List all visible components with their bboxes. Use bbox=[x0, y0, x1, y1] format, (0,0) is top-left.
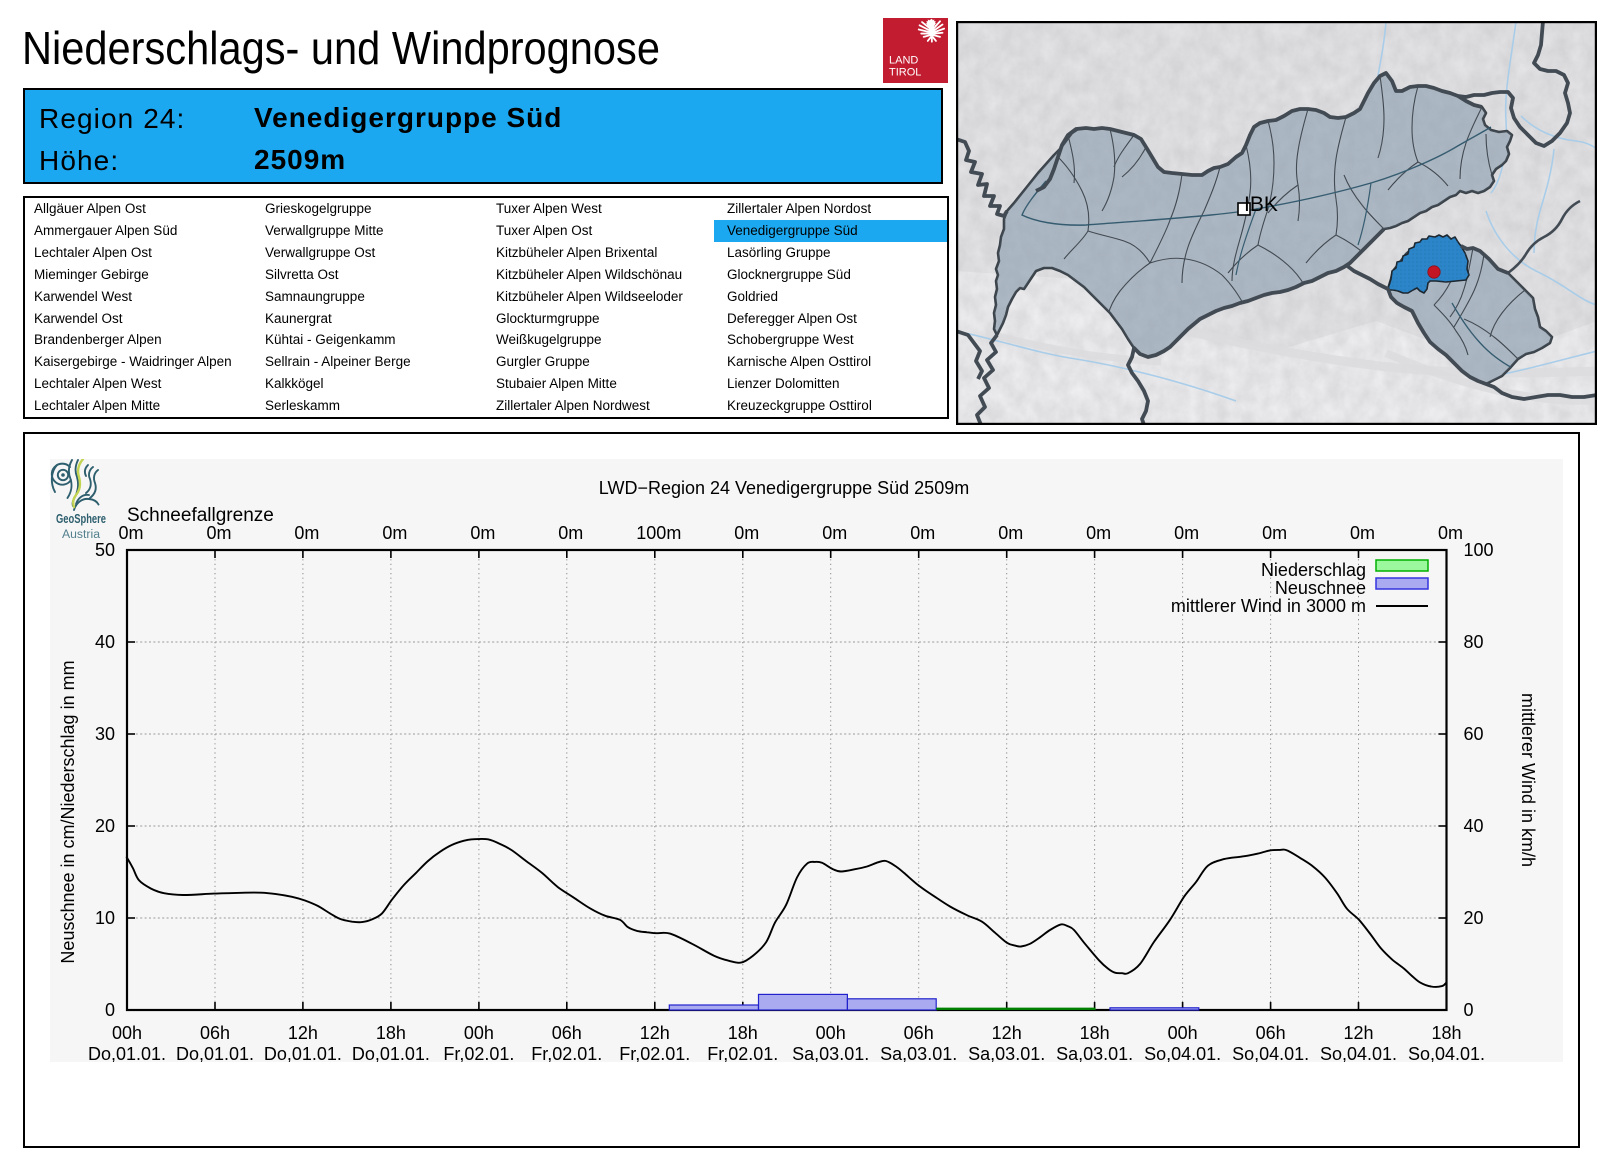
svg-text:So,04.01.: So,04.01. bbox=[1144, 1044, 1221, 1062]
svg-text:40: 40 bbox=[95, 632, 115, 652]
svg-text:00h: 00h bbox=[464, 1023, 494, 1043]
svg-text:Neuschnee in cm/Niederschlag i: Neuschnee in cm/Niederschlag in mm bbox=[58, 660, 78, 963]
svg-text:06h: 06h bbox=[200, 1023, 230, 1043]
svg-text:Do,01.01.: Do,01.01. bbox=[352, 1044, 430, 1062]
svg-text:Sa,03.01.: Sa,03.01. bbox=[1056, 1044, 1133, 1062]
svg-text:00h: 00h bbox=[112, 1023, 142, 1043]
svg-text:0m: 0m bbox=[998, 523, 1023, 543]
svg-text:40: 40 bbox=[1464, 816, 1484, 836]
svg-text:So,04.01.: So,04.01. bbox=[1232, 1044, 1309, 1062]
svg-text:18h: 18h bbox=[1080, 1023, 1110, 1043]
svg-text:Sa,03.01.: Sa,03.01. bbox=[968, 1044, 1045, 1062]
svg-text:0m: 0m bbox=[1086, 523, 1111, 543]
svg-text:50: 50 bbox=[95, 540, 115, 560]
svg-text:00h: 00h bbox=[816, 1023, 846, 1043]
svg-text:TIROL: TIROL bbox=[889, 67, 921, 79]
svg-text:100: 100 bbox=[1464, 540, 1494, 560]
svg-text:Fr,02.01.: Fr,02.01. bbox=[443, 1044, 514, 1062]
svg-text:Do,01.01.: Do,01.01. bbox=[264, 1044, 342, 1062]
svg-text:06h: 06h bbox=[1256, 1023, 1286, 1043]
svg-text:06h: 06h bbox=[552, 1023, 582, 1043]
svg-text:0m: 0m bbox=[294, 523, 319, 543]
svg-text:20: 20 bbox=[95, 816, 115, 836]
svg-text:00h: 00h bbox=[1168, 1023, 1198, 1043]
svg-text:12h: 12h bbox=[288, 1023, 318, 1043]
svg-text:0m: 0m bbox=[1262, 523, 1287, 543]
svg-text:20: 20 bbox=[1464, 908, 1484, 928]
svg-text:Fr,02.01.: Fr,02.01. bbox=[531, 1044, 602, 1062]
svg-text:Sa,03.01.: Sa,03.01. bbox=[880, 1044, 957, 1062]
svg-text:0m: 0m bbox=[558, 523, 583, 543]
svg-text:mittlerer Wind in 3000 m: mittlerer Wind in 3000 m bbox=[1171, 596, 1366, 616]
svg-text:100m: 100m bbox=[636, 523, 681, 543]
svg-text:Do,01.01.: Do,01.01. bbox=[88, 1044, 166, 1062]
svg-text:0m: 0m bbox=[470, 523, 495, 543]
svg-text:mittlerer Wind in km/h: mittlerer Wind in km/h bbox=[1518, 693, 1538, 867]
svg-text:Fr,02.01.: Fr,02.01. bbox=[619, 1044, 690, 1062]
svg-text:GeoSphere: GeoSphere bbox=[56, 511, 106, 526]
svg-text:Fr,02.01.: Fr,02.01. bbox=[707, 1044, 778, 1062]
svg-text:60: 60 bbox=[1464, 724, 1484, 744]
svg-text:Schneefallgrenze: Schneefallgrenze bbox=[127, 505, 274, 526]
svg-text:LWD−Region 24 Venedigergruppe: LWD−Region 24 Venedigergruppe Süd 2509m bbox=[599, 478, 969, 498]
svg-text:12h: 12h bbox=[992, 1023, 1022, 1043]
svg-text:30: 30 bbox=[95, 724, 115, 744]
svg-text:IBK: IBK bbox=[1244, 193, 1278, 216]
svg-text:0m: 0m bbox=[822, 523, 847, 543]
svg-text:0m: 0m bbox=[910, 523, 935, 543]
svg-text:So,04.01.: So,04.01. bbox=[1408, 1044, 1485, 1062]
svg-text:80: 80 bbox=[1464, 632, 1484, 652]
svg-text:Do,01.01.: Do,01.01. bbox=[176, 1044, 254, 1062]
svg-text:18h: 18h bbox=[1431, 1023, 1461, 1043]
svg-text:0m: 0m bbox=[1438, 523, 1463, 543]
svg-text:10: 10 bbox=[95, 908, 115, 928]
svg-text:12h: 12h bbox=[640, 1023, 670, 1043]
svg-text:18h: 18h bbox=[728, 1023, 758, 1043]
svg-text:0m: 0m bbox=[382, 523, 407, 543]
svg-text:Sa,03.01.: Sa,03.01. bbox=[792, 1044, 869, 1062]
svg-text:0: 0 bbox=[105, 1000, 115, 1020]
svg-text:0m: 0m bbox=[1350, 523, 1375, 543]
svg-text:LAND: LAND bbox=[889, 55, 918, 67]
svg-text:0: 0 bbox=[1464, 1000, 1474, 1020]
svg-text:So,04.01.: So,04.01. bbox=[1320, 1044, 1397, 1062]
svg-text:0m: 0m bbox=[118, 523, 143, 543]
svg-text:Austria: Austria bbox=[62, 529, 101, 541]
svg-text:0m: 0m bbox=[206, 523, 231, 543]
svg-text:0m: 0m bbox=[1174, 523, 1199, 543]
svg-text:0m: 0m bbox=[734, 523, 759, 543]
svg-text:Niederschlag: Niederschlag bbox=[1261, 560, 1366, 580]
svg-text:12h: 12h bbox=[1343, 1023, 1373, 1043]
svg-text:06h: 06h bbox=[904, 1023, 934, 1043]
svg-text:Neuschnee: Neuschnee bbox=[1275, 578, 1366, 598]
svg-text:18h: 18h bbox=[376, 1023, 406, 1043]
